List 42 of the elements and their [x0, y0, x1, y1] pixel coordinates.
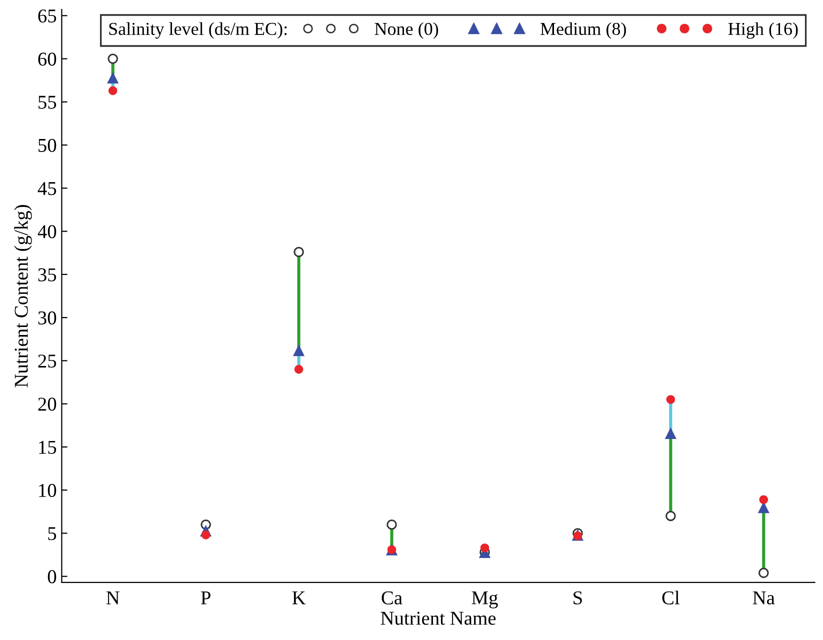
y-axis-title: Nutrient Content (g/kg) — [14, 205, 32, 388]
y-tick-label: 20 — [38, 398, 56, 411]
y-tick-label: 10 — [39, 484, 56, 498]
x-tick-label: Mg — [472, 591, 498, 608]
point — [759, 495, 768, 504]
x-tick-label: Cl — [662, 590, 680, 604]
x-axis-title: Nutrient Name — [380, 612, 496, 625]
point — [386, 519, 397, 530]
y-tick-label: 50 — [38, 138, 56, 152]
legend-title: Salinity level (ds/m EC): — [109, 22, 287, 39]
x-tick-label: Na — [752, 591, 775, 604]
legend-label: Medium (8) — [540, 22, 626, 39]
x-tick-label: K — [292, 591, 306, 604]
legend-label: High (16) — [728, 22, 798, 39]
x-tick-label: S — [574, 591, 582, 604]
point — [480, 544, 490, 552]
point — [758, 568, 769, 578]
point — [294, 246, 304, 258]
point — [108, 54, 118, 64]
y-tick-label: 0 — [48, 570, 56, 584]
point — [666, 395, 676, 404]
y-tick-label: 45 — [38, 182, 56, 196]
point — [201, 530, 210, 540]
y-tick-label: 5 — [48, 527, 56, 540]
point — [664, 427, 676, 439]
legend-label: None (0) — [374, 22, 438, 39]
x-tick-label: N — [106, 591, 120, 604]
point — [666, 510, 676, 522]
point — [292, 344, 305, 356]
point — [107, 72, 119, 84]
y-tick-label: 35 — [38, 268, 56, 282]
point — [108, 86, 118, 96]
y-tick-label: 40 — [38, 225, 56, 238]
y-tick-label: 30 — [38, 311, 56, 325]
y-tick-label: 65 — [38, 10, 56, 23]
x-tick-label: Ca — [382, 591, 402, 604]
y-tick-label: 55 — [38, 96, 56, 109]
y-tick-label: 15 — [39, 440, 56, 454]
y-tick-label: 25 — [38, 354, 56, 368]
y-tick-label: 60 — [38, 52, 56, 66]
x-tick-label: P — [200, 591, 210, 604]
point — [294, 364, 304, 374]
